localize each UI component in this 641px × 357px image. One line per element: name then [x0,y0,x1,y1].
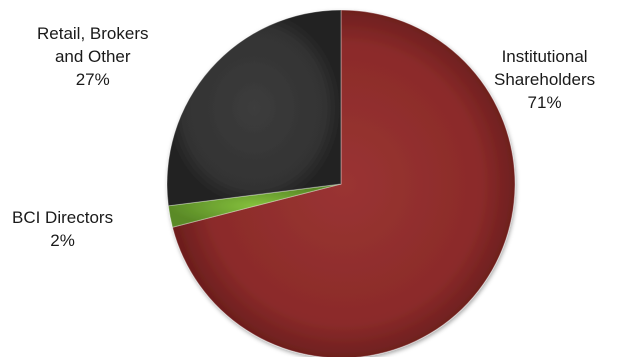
slice-name-line-2: and Other [54,47,131,66]
slice-name-line-1: BCI Directors [12,208,114,227]
slice-label-bci-directors: BCI Directors 2% [12,206,113,252]
slice-label-retail-brokers-other: Retail, Brokers and Other 27% [37,22,148,91]
slice-percent: 2% [50,231,75,250]
pie-slice-retail-brokers-and-other [166,9,342,207]
pie-slices [166,9,516,357]
slice-percent: 27% [75,70,110,89]
slice-label-institutional-shareholders: Institutional Shareholders 71% [494,45,595,114]
pie-slice-institutional-shareholders [171,9,516,357]
slice-name-line-1: Retail, Brokers [37,24,149,43]
slice-name-line-2: Shareholders [494,70,596,89]
slice-name-line-1: Institutional [501,47,588,66]
slice-percent: 71% [527,93,562,112]
